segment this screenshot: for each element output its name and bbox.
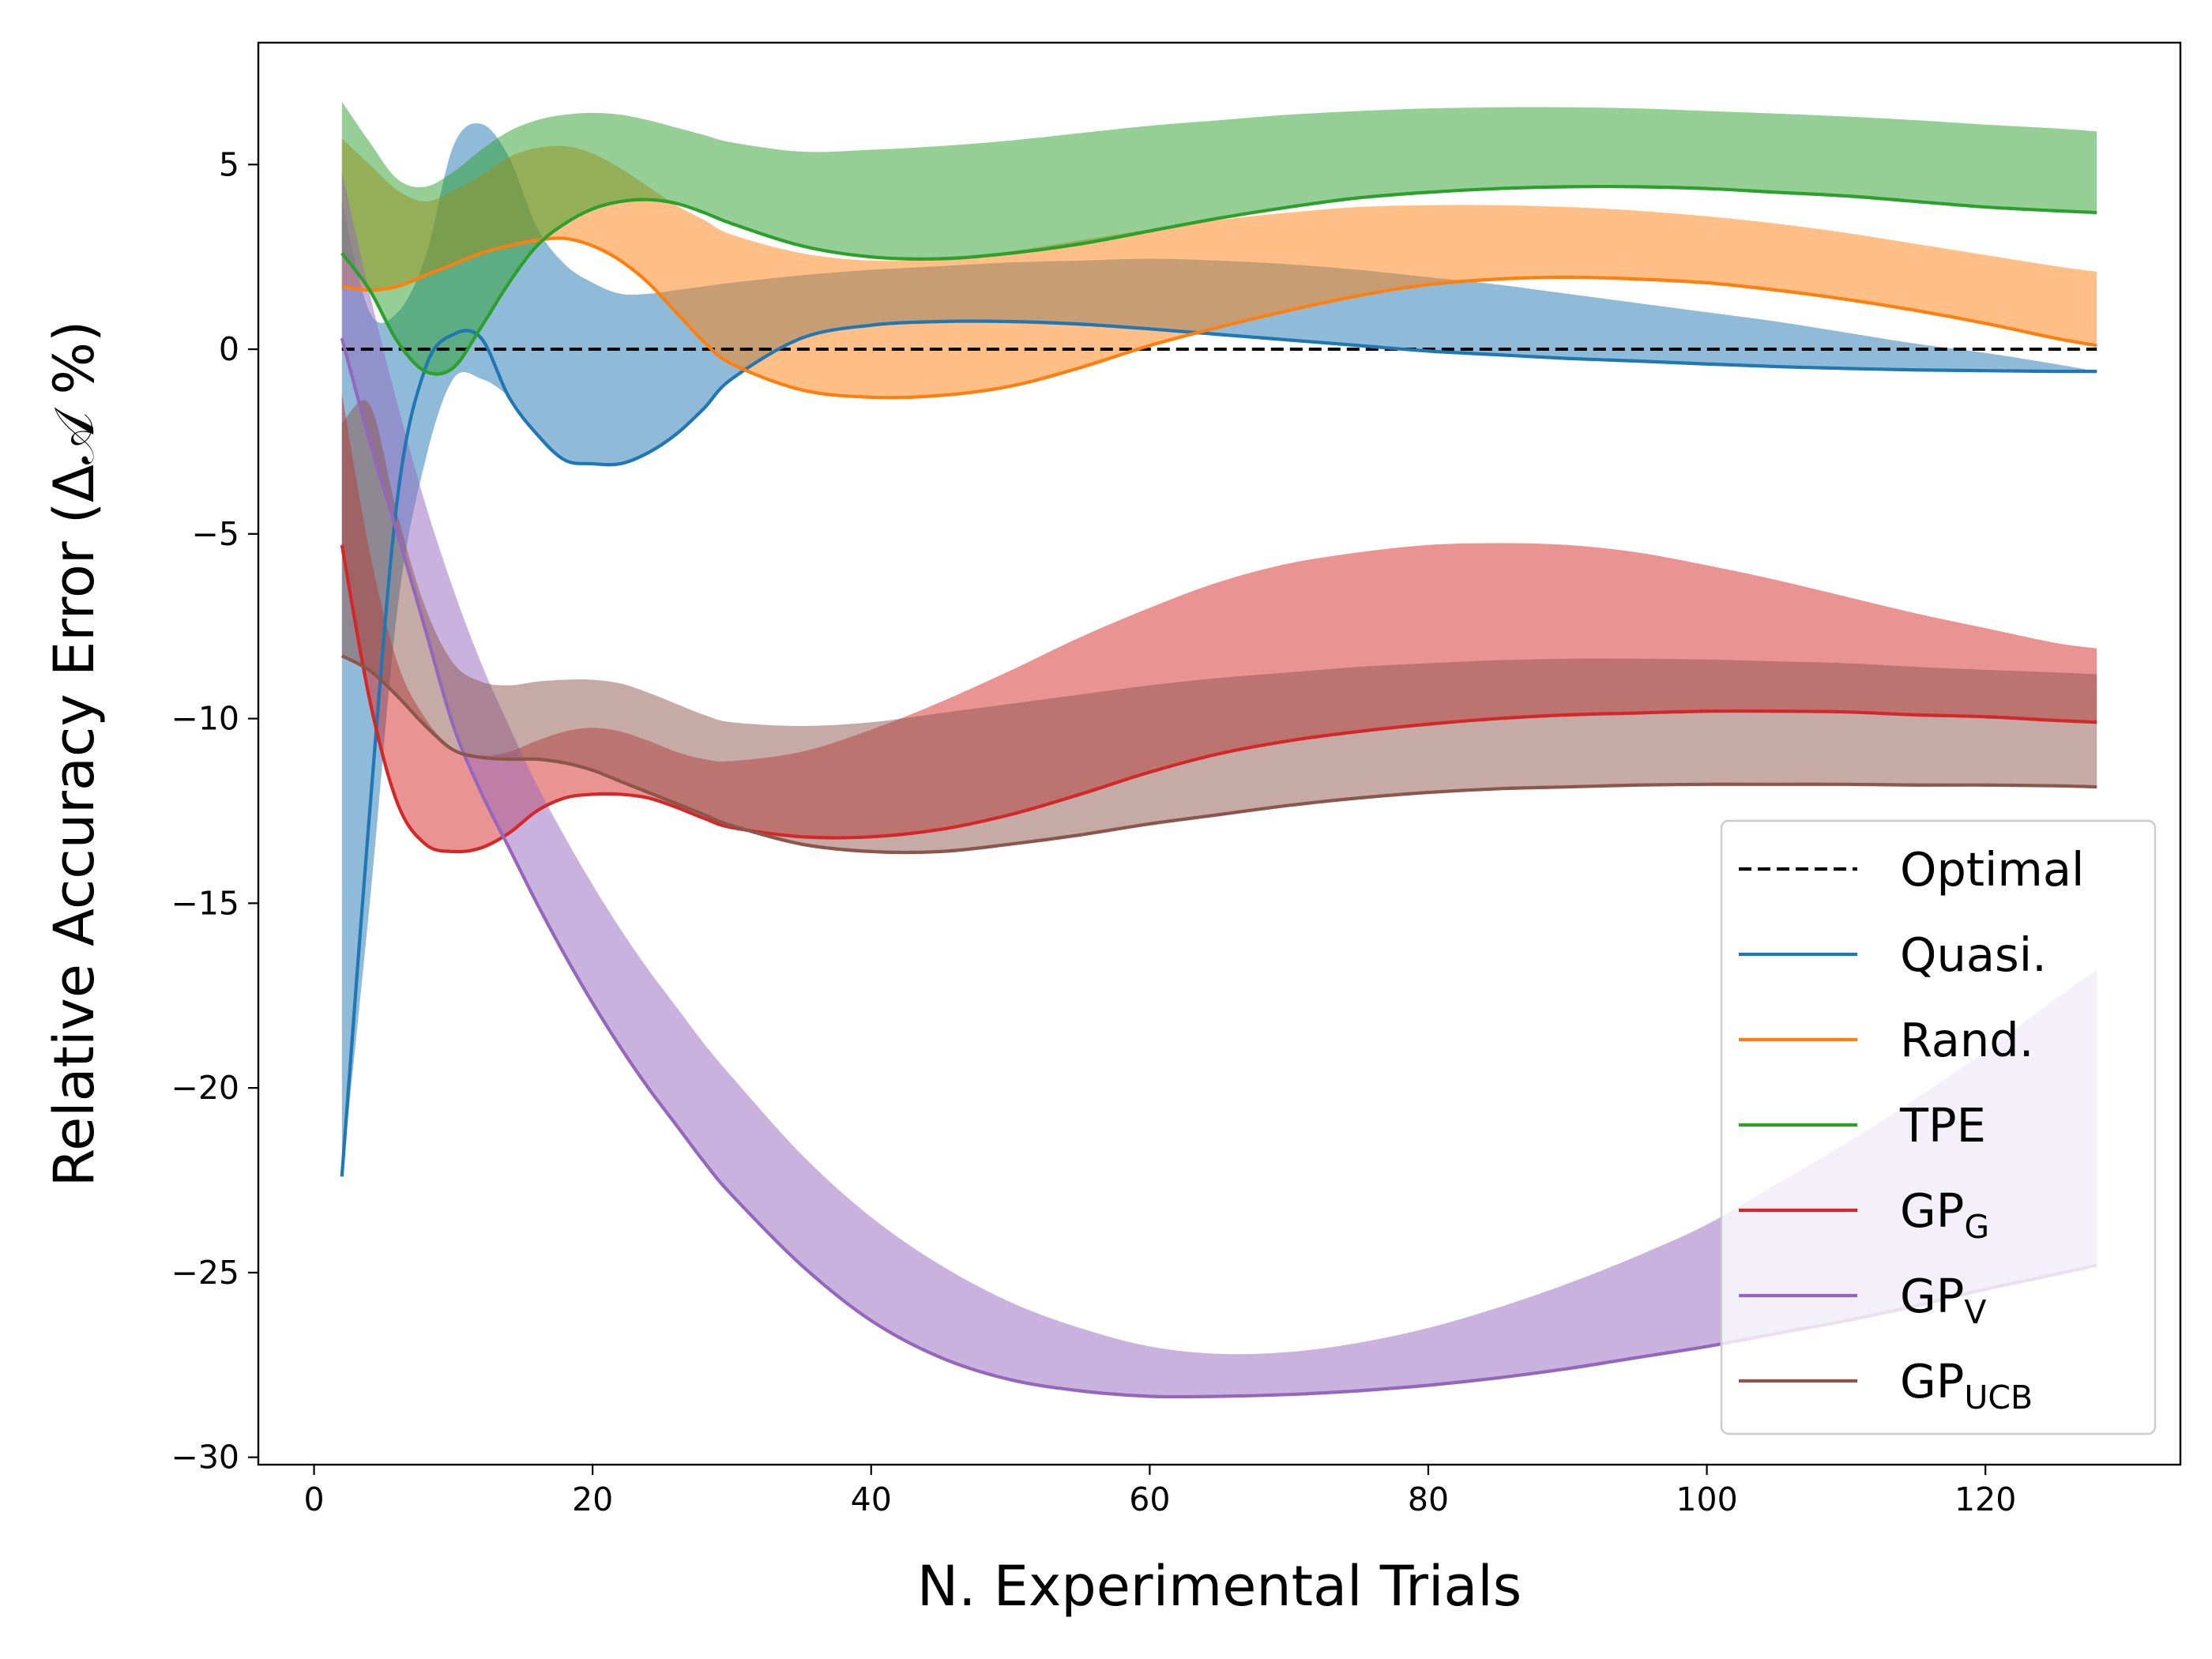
legend-label-rand: Rand. xyxy=(1900,1013,2033,1067)
legend-label-optimal: Optimal xyxy=(1900,842,2084,897)
x-tick-label: 80 xyxy=(1408,1480,1449,1518)
y-tick-label: −30 xyxy=(171,1439,239,1477)
x-axis-title: N. Experimental Trials xyxy=(917,1554,1522,1619)
x-tick-label: 0 xyxy=(303,1480,324,1518)
x-tick-label: 60 xyxy=(1129,1480,1170,1518)
y-tick-label: −15 xyxy=(171,884,239,922)
y-tick-label: −20 xyxy=(171,1069,239,1107)
series-line-rand xyxy=(341,236,2097,400)
band-gp-g xyxy=(341,393,2097,852)
x-tick-label: 120 xyxy=(1954,1480,2016,1518)
band-tpe xyxy=(341,101,2097,374)
y-tick-label: −5 xyxy=(192,515,239,553)
y-tick-label: 5 xyxy=(219,145,239,183)
plot-area-frame xyxy=(257,41,2182,1466)
series-line-quasi xyxy=(340,319,2097,1177)
band-gp-ucb xyxy=(341,400,2097,853)
legend-label-quasi: Quasi. xyxy=(1900,927,2047,982)
series-line-tpe xyxy=(340,184,2097,376)
y-tick-label: −25 xyxy=(171,1254,239,1292)
x-tick-label: 40 xyxy=(851,1480,892,1518)
y-tick-label: 0 xyxy=(219,330,239,368)
y-axis-title: Relative Accuracy Error (Δ𝒜 %) xyxy=(42,321,107,1187)
legend-label-tpe: TPE xyxy=(1899,1098,1986,1153)
series-line-gp-g xyxy=(340,544,2097,854)
legend-box xyxy=(1720,819,2157,1435)
series-line-gp-ucb xyxy=(340,654,2097,855)
y-tick-label: −10 xyxy=(171,700,239,738)
x-tick-label: 20 xyxy=(572,1480,613,1518)
series-line-gp-v xyxy=(340,337,2097,1399)
band-rand xyxy=(341,138,2097,398)
x-tick-label: 100 xyxy=(1676,1480,1737,1518)
